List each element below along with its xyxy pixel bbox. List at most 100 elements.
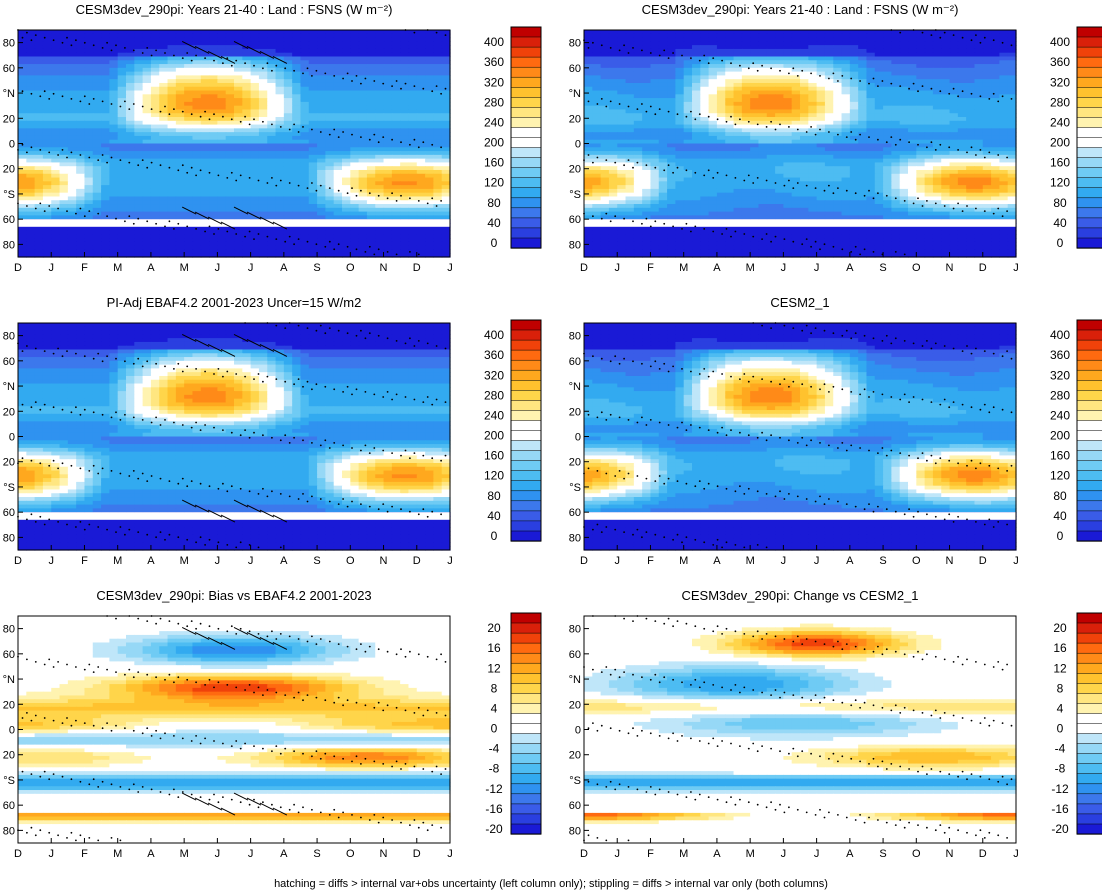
heatmap-cell (317, 75, 326, 80)
heatmap-cell (175, 124, 185, 129)
heatmap-cell (425, 177, 434, 182)
heatmap-cell (209, 60, 218, 65)
heatmap-cell (941, 79, 951, 84)
heatmap-cell (675, 132, 685, 137)
heatmap-cell (67, 101, 77, 107)
heatmap-cell (433, 94, 443, 99)
heatmap-cell (866, 45, 876, 50)
heatmap-cell (383, 200, 393, 205)
heatmap-cell (192, 147, 202, 152)
heatmap-cell (957, 120, 967, 126)
heatmap-cell (617, 30, 627, 35)
heatmap-cell (658, 105, 668, 111)
heatmap-cell (883, 120, 892, 126)
heatmap-cell (808, 30, 818, 35)
heatmap-cell (26, 249, 36, 254)
heatmap-cell (333, 158, 343, 164)
heatmap-cell (932, 33, 942, 39)
heatmap-cell (899, 94, 909, 99)
heatmap-cell (84, 48, 94, 54)
heatmap-cell (700, 37, 710, 42)
heatmap-cell (109, 253, 119, 258)
heatmap-cell (51, 135, 61, 141)
heatmap-cell (725, 124, 735, 129)
heatmap-cell (433, 181, 443, 186)
heatmap-cell (441, 151, 451, 156)
heatmap-cell (242, 139, 252, 145)
heatmap-cell (325, 52, 335, 58)
heatmap-cell (242, 120, 252, 126)
heatmap-cell (283, 120, 293, 126)
heatmap-cell (142, 101, 152, 107)
stipple-dot (409, 251, 411, 253)
heatmap-cell (350, 120, 360, 126)
heatmap-cell (750, 52, 760, 58)
heatmap-cell (76, 109, 86, 114)
heatmap-cell (783, 60, 793, 65)
heatmap-cell (258, 147, 268, 152)
heatmap-cell (34, 64, 44, 69)
heatmap-cell (333, 211, 343, 216)
heatmap-cell (283, 253, 293, 258)
heatmap-cell (76, 230, 86, 235)
heatmap-cell (408, 94, 418, 99)
heatmap-cell (800, 56, 809, 61)
heatmap-cell (416, 169, 426, 175)
heatmap-cell (441, 101, 451, 107)
heatmap-cell (225, 48, 235, 54)
heatmap-cell (683, 94, 693, 99)
heatmap-cell (76, 67, 86, 73)
heatmap-cell (982, 48, 992, 54)
heatmap-cell (883, 67, 892, 73)
heatmap-cell (658, 79, 668, 84)
heatmap-cell (658, 128, 668, 133)
heatmap-cell (808, 124, 818, 129)
heatmap-cell (300, 135, 310, 141)
heatmap-cell (758, 124, 768, 129)
heatmap-cell (250, 79, 260, 84)
heatmap-cell (791, 135, 801, 141)
heatmap-cell (350, 64, 360, 69)
heatmap-cell (126, 94, 135, 99)
heatmap-cell (991, 79, 1000, 84)
heatmap-cell (342, 105, 351, 111)
heatmap-cell (150, 151, 160, 156)
heatmap-cell (59, 211, 69, 216)
heatmap-cell (167, 162, 177, 167)
heatmap-cell (275, 158, 285, 164)
heatmap-cell (358, 249, 368, 254)
heatmap-cell (317, 120, 326, 126)
heatmap-cell (642, 82, 652, 88)
heatmap-cell (275, 109, 285, 114)
heatmap-cell (667, 52, 676, 58)
heatmap-cell (26, 173, 36, 179)
heatmap-cell (433, 86, 443, 92)
heatmap-cell (741, 60, 751, 65)
heatmap-cell (592, 45, 602, 50)
heatmap-cell (242, 173, 252, 179)
heatmap-cell (109, 158, 119, 164)
heatmap-cell (18, 37, 27, 42)
heatmap-cell (275, 120, 285, 126)
heatmap-cell (416, 75, 426, 80)
heatmap-cell (425, 56, 434, 61)
heatmap-cell (716, 48, 726, 54)
heatmap-cell (92, 211, 102, 216)
heatmap-cell (242, 253, 252, 258)
y-tick-label: 80 (3, 239, 15, 251)
heatmap-cell (142, 245, 152, 251)
hatch-line (181, 40, 197, 49)
heatmap-cell (416, 162, 426, 167)
heatmap-cell (783, 67, 793, 73)
heatmap-cell (425, 158, 434, 164)
heatmap-cell (908, 132, 917, 137)
heatmap-cell (134, 128, 144, 133)
heatmap-cell (883, 45, 892, 50)
heatmap-cell (200, 151, 210, 156)
heatmap-cell (209, 109, 218, 114)
heatmap-cell (317, 94, 326, 99)
heatmap-cell (883, 33, 892, 39)
heatmap-cell (258, 230, 268, 235)
heatmap-cell (317, 230, 326, 235)
heatmap-cell (84, 45, 94, 50)
